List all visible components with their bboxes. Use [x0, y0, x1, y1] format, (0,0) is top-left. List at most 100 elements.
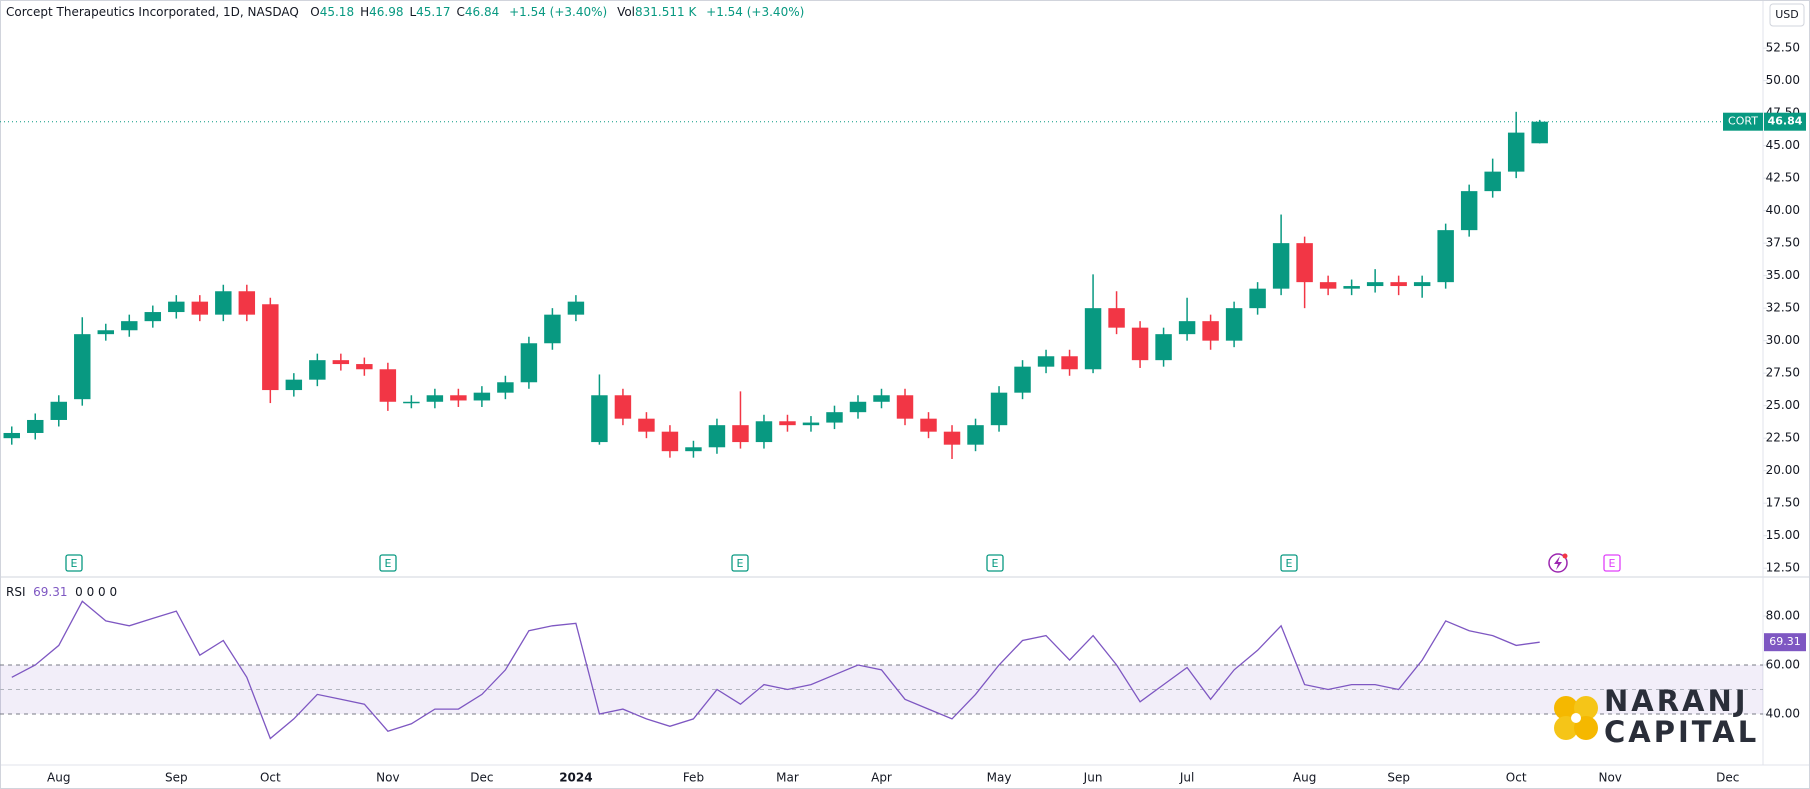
rsi-y-tick-label: 80.00	[1766, 608, 1800, 622]
x-tick-label: Sep	[1387, 771, 1410, 785]
candle-body	[967, 425, 984, 445]
y-tick-label: 17.50	[1766, 496, 1800, 510]
candle-body	[262, 304, 279, 391]
dividend-bolt	[1554, 556, 1562, 570]
candle-body	[97, 330, 115, 335]
candle-body	[567, 301, 585, 315]
candle-body	[1484, 171, 1501, 192]
x-tick-label: Oct	[1506, 771, 1527, 785]
y-tick-label: 50.00	[1766, 73, 1800, 87]
candle-body	[3, 432, 20, 439]
x-tick-label: Dec	[1716, 771, 1739, 785]
price-label: 46.84	[1768, 115, 1803, 128]
x-tick-label: Apr	[871, 771, 892, 785]
y-tick-label: 45.00	[1766, 138, 1800, 152]
candle-body	[473, 392, 491, 401]
candle-body	[27, 419, 44, 433]
candle-body	[826, 412, 843, 423]
x-tick-label: Oct	[260, 771, 281, 785]
candle-body	[379, 369, 397, 402]
y-tick-label: 35.00	[1766, 268, 1800, 282]
candle-body	[497, 382, 514, 393]
candle-body	[309, 360, 326, 380]
candle-body	[638, 418, 655, 432]
ohlc-value: 46.98	[369, 5, 404, 19]
rsi-value: 69.31	[33, 585, 68, 599]
candle-body	[1061, 356, 1078, 370]
x-tick-label: Dec	[470, 771, 493, 785]
candle-body	[1155, 334, 1172, 361]
candle-body	[356, 364, 373, 370]
symbol-box	[1723, 112, 1763, 131]
candle-body	[943, 431, 961, 445]
candle-body	[685, 447, 702, 452]
candle-body	[191, 301, 209, 315]
earnings-label: E	[71, 557, 78, 570]
candle-body	[238, 291, 256, 315]
candle-body	[403, 401, 420, 404]
rsi-params: 0 0 0 0	[75, 585, 118, 599]
candle-body	[990, 392, 1008, 426]
candle-body	[1249, 288, 1266, 309]
ohlc-label: L	[409, 5, 417, 19]
earnings-icon	[1280, 554, 1298, 572]
y-tick-label: 22.50	[1766, 431, 1800, 445]
candle-body	[168, 301, 185, 313]
x-tick-label: Nov	[1598, 771, 1621, 785]
rsi-y-tick-label: 60.00	[1766, 658, 1800, 672]
candle-body	[520, 343, 538, 383]
volume-label: Vol	[617, 5, 636, 19]
candle-body	[450, 395, 467, 401]
watermark-text: CAPITAL	[1604, 715, 1759, 749]
candle-body	[614, 395, 632, 419]
logo-circle	[1554, 716, 1578, 740]
candle-body	[215, 291, 232, 315]
candle-body	[1084, 308, 1102, 370]
rsi-value-label: 69.31	[1769, 635, 1801, 648]
y-tick-label: 27.50	[1766, 366, 1800, 380]
ohlc-value: 45.17	[416, 5, 451, 19]
earnings-label: E	[385, 557, 392, 570]
candle-body	[779, 421, 796, 426]
rsi-header: RSI 69.31 0 0 0 0	[6, 585, 117, 599]
candle-body	[332, 360, 350, 365]
candle-body	[1413, 282, 1431, 287]
rsi-value-box	[1764, 633, 1806, 652]
candle-body	[1037, 356, 1055, 367]
ohlc-value: 46.84	[464, 5, 500, 19]
logo-circle	[1554, 696, 1578, 720]
y-tick-label: 12.50	[1766, 561, 1800, 575]
rsi-line	[11, 600, 1540, 740]
candle-body	[1390, 282, 1407, 287]
candle-body	[1531, 121, 1548, 144]
candle-body	[74, 334, 91, 400]
y-tick-label: 37.50	[1766, 236, 1800, 250]
y-tick-label: 32.50	[1766, 301, 1800, 315]
candle-body	[1108, 308, 1125, 328]
watermark-text: NARANJ	[1604, 684, 1749, 718]
candle-body	[1202, 321, 1219, 341]
earnings-label: E	[992, 557, 999, 570]
candle-body	[1319, 282, 1337, 289]
candle-body	[896, 395, 914, 419]
ohlc-label: H	[360, 5, 370, 19]
currency: USD	[1775, 8, 1799, 21]
y-tick-label: 20.00	[1766, 463, 1800, 477]
candle-body	[1131, 327, 1149, 361]
candle-body	[849, 401, 867, 413]
candle-body	[732, 425, 749, 443]
ohlc-label: C	[456, 5, 465, 19]
legend-header: Corcept Therapeutics Incorporated, 1D, N…	[6, 5, 810, 19]
y-tick-label: 30.00	[1766, 333, 1800, 347]
candle-body	[285, 379, 303, 391]
candle-body	[144, 312, 162, 322]
ohlc-label: O	[310, 5, 320, 19]
x-tick-label: Mar	[776, 771, 799, 785]
x-tick-label: Jun	[1083, 771, 1103, 785]
candle-body	[802, 422, 820, 426]
rsi-y-tick-label: 40.00	[1766, 707, 1800, 721]
x-tick-label: Feb	[683, 771, 704, 785]
price-box	[1764, 112, 1806, 131]
candle-body	[1296, 243, 1313, 283]
